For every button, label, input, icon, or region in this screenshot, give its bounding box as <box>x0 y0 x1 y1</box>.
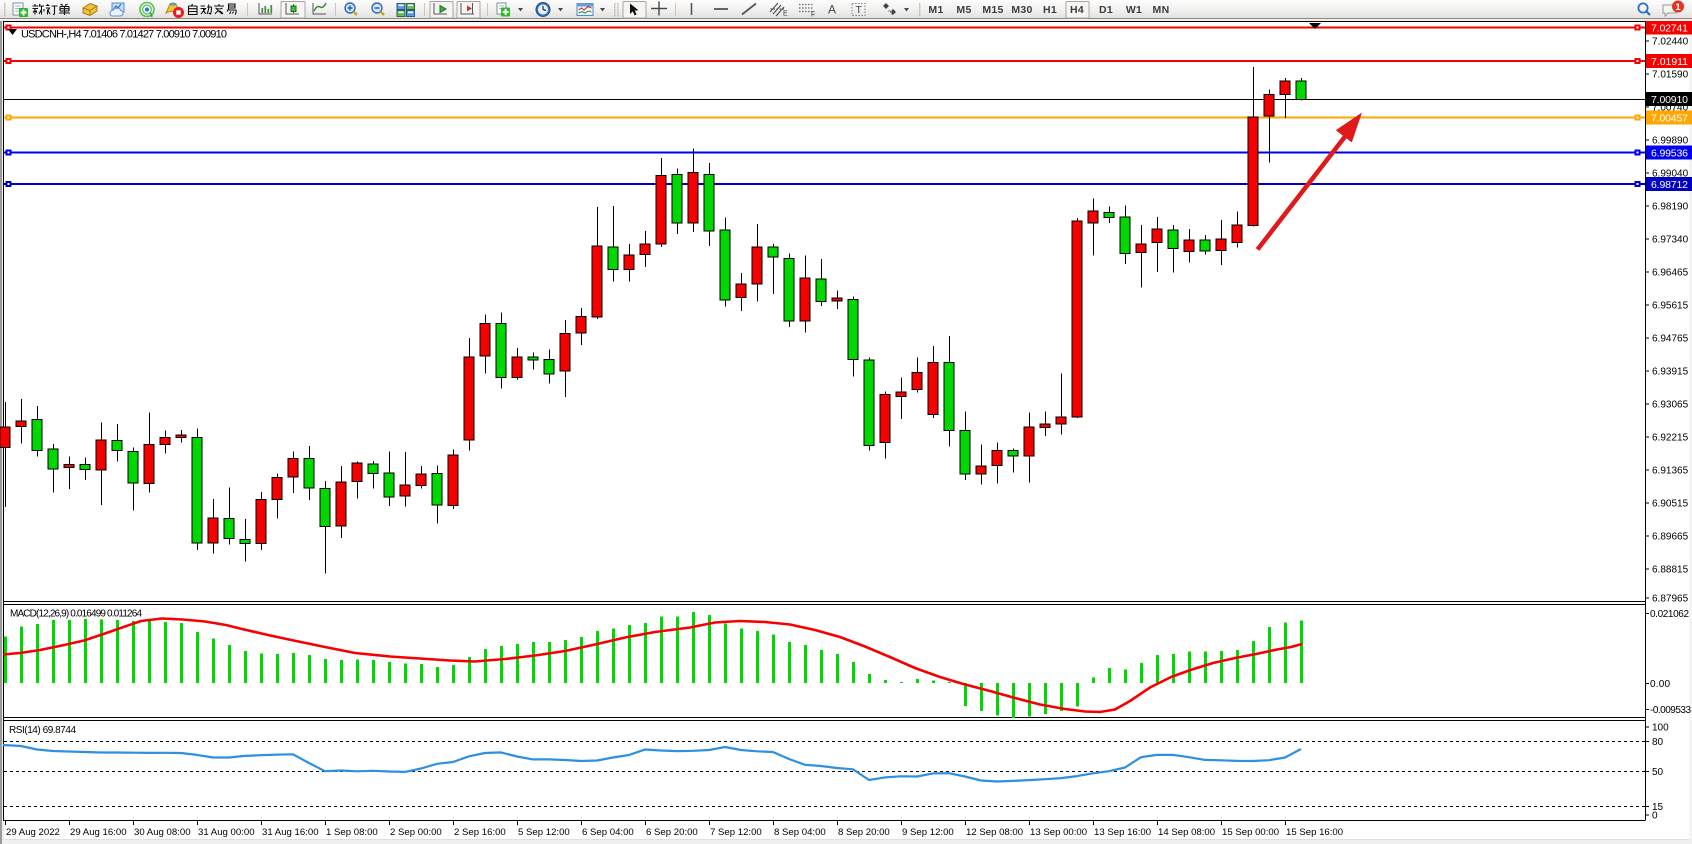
svg-text:W1: W1 <box>1126 4 1142 16</box>
svg-text:MACD(12,26,9) 0.016499 0.01126: MACD(12,26,9) 0.016499 0.011264 <box>10 609 142 620</box>
svg-text:14 Sep 08:00: 14 Sep 08:00 <box>1158 827 1215 838</box>
svg-text:29 Aug 16:00: 29 Aug 16:00 <box>70 827 127 838</box>
svg-text:6.98712: 6.98712 <box>1651 179 1688 191</box>
svg-text:15: 15 <box>1652 802 1664 813</box>
svg-text:31 Aug 00:00: 31 Aug 00:00 <box>198 827 255 838</box>
svg-text:6.87965: 6.87965 <box>1652 594 1689 605</box>
svg-text:H1: H1 <box>1043 4 1057 16</box>
svg-text:RSI(14) 69.8744: RSI(14) 69.8744 <box>9 725 76 736</box>
svg-text:M1: M1 <box>928 4 943 16</box>
svg-text:1 Sep 08:00: 1 Sep 08:00 <box>326 827 378 838</box>
svg-text:M5: M5 <box>956 4 971 16</box>
svg-text:12 Sep 08:00: 12 Sep 08:00 <box>966 827 1023 838</box>
svg-text:MN: MN <box>1153 4 1170 16</box>
svg-text:D1: D1 <box>1099 4 1113 16</box>
svg-text:2 Sep 16:00: 2 Sep 16:00 <box>454 827 506 838</box>
svg-text:M15: M15 <box>982 4 1003 16</box>
svg-text:M30: M30 <box>1011 4 1032 16</box>
svg-text:A: A <box>828 3 836 17</box>
svg-text:0.021062: 0.021062 <box>1650 609 1689 620</box>
svg-text:5 Sep 12:00: 5 Sep 12:00 <box>518 827 570 838</box>
svg-text:6.93915: 6.93915 <box>1652 367 1689 378</box>
svg-text:F: F <box>811 12 815 19</box>
svg-text:6.95615: 6.95615 <box>1652 301 1689 312</box>
svg-text:15 Sep 16:00: 15 Sep 16:00 <box>1286 827 1343 838</box>
svg-text:7.02440: 7.02440 <box>1652 37 1689 48</box>
svg-text:6.97340: 6.97340 <box>1652 235 1689 246</box>
svg-text:15 Sep 00:00: 15 Sep 00:00 <box>1222 827 1279 838</box>
svg-text:-0.009533: -0.009533 <box>1650 705 1691 716</box>
svg-text:6.96465: 6.96465 <box>1652 268 1689 279</box>
svg-text:6.98190: 6.98190 <box>1652 202 1689 213</box>
svg-text:9 Sep 12:00: 9 Sep 12:00 <box>902 827 954 838</box>
svg-text:6.99536: 6.99536 <box>1651 148 1688 160</box>
svg-text:7.00457: 7.00457 <box>1651 113 1688 125</box>
svg-text:6.89665: 6.89665 <box>1652 532 1689 543</box>
svg-text:6.99040: 6.99040 <box>1652 169 1689 180</box>
svg-text:31 Aug 16:00: 31 Aug 16:00 <box>262 827 319 838</box>
svg-text:29 Aug 2022: 29 Aug 2022 <box>6 827 60 838</box>
svg-text:6.99890: 6.99890 <box>1652 136 1689 147</box>
svg-text:6 Sep 04:00: 6 Sep 04:00 <box>582 827 634 838</box>
svg-text:6 Sep 20:00: 6 Sep 20:00 <box>646 827 698 838</box>
svg-text:7.00740: 7.00740 <box>1652 103 1689 114</box>
svg-text:6.94765: 6.94765 <box>1652 334 1689 345</box>
svg-text:8 Sep 20:00: 8 Sep 20:00 <box>838 827 890 838</box>
svg-text:100: 100 <box>1652 723 1669 734</box>
svg-text:30 Aug 08:00: 30 Aug 08:00 <box>134 827 191 838</box>
svg-text:6.91365: 6.91365 <box>1652 466 1689 477</box>
svg-text:7.02741: 7.02741 <box>1651 23 1688 35</box>
svg-text:1: 1 <box>1675 2 1681 13</box>
svg-text:6.88815: 6.88815 <box>1652 565 1689 576</box>
svg-text:13 Sep 16:00: 13 Sep 16:00 <box>1094 827 1151 838</box>
svg-text:0.00: 0.00 <box>1650 679 1670 690</box>
svg-text:7.01911: 7.01911 <box>1651 56 1688 68</box>
svg-text:8 Sep 04:00: 8 Sep 04:00 <box>774 827 826 838</box>
svg-text:7.01590: 7.01590 <box>1652 70 1689 81</box>
svg-text:13 Sep 00:00: 13 Sep 00:00 <box>1030 827 1087 838</box>
svg-text:50: 50 <box>1652 767 1664 778</box>
svg-text:0: 0 <box>1652 811 1658 822</box>
svg-text:E: E <box>783 11 788 18</box>
svg-text:7.00910: 7.00910 <box>1651 94 1688 106</box>
svg-text:USDCNH-,H4 7.01406 7.01427 7.: USDCNH-,H4 7.01406 7.01427 7.00910 7.009… <box>21 29 227 41</box>
svg-text:6.90515: 6.90515 <box>1652 499 1689 510</box>
svg-text:80: 80 <box>1652 737 1664 748</box>
svg-text:7 Sep 12:00: 7 Sep 12:00 <box>710 827 762 838</box>
svg-text:6.92215: 6.92215 <box>1652 433 1689 444</box>
svg-text:T: T <box>856 4 863 16</box>
svg-text:2 Sep 00:00: 2 Sep 00:00 <box>390 827 442 838</box>
svg-text:H4: H4 <box>1070 4 1084 16</box>
svg-text:6.93065: 6.93065 <box>1652 400 1689 411</box>
